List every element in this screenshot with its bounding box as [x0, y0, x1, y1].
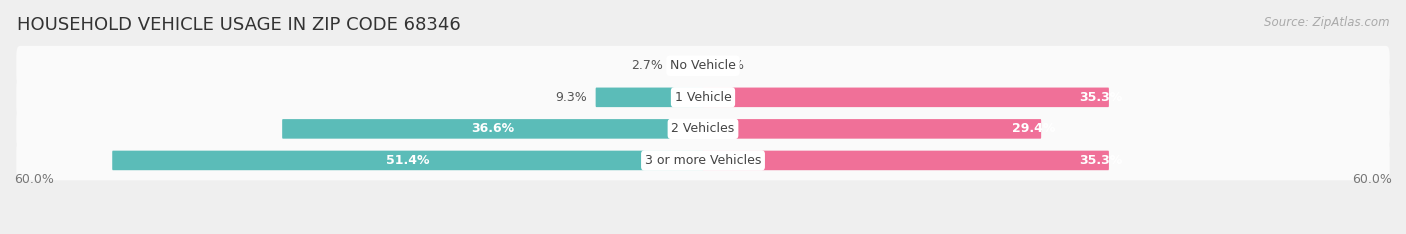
Text: No Vehicle: No Vehicle	[671, 59, 735, 72]
FancyBboxPatch shape	[703, 88, 1109, 107]
Text: 3 or more Vehicles: 3 or more Vehicles	[645, 154, 761, 167]
Text: 60.0%: 60.0%	[14, 173, 53, 186]
FancyBboxPatch shape	[17, 141, 1389, 180]
FancyBboxPatch shape	[112, 151, 703, 170]
Text: 60.0%: 60.0%	[1353, 173, 1392, 186]
FancyBboxPatch shape	[596, 88, 703, 107]
Text: 51.4%: 51.4%	[387, 154, 430, 167]
Text: 35.3%: 35.3%	[1080, 91, 1123, 104]
FancyBboxPatch shape	[703, 151, 1109, 170]
Text: 2.7%: 2.7%	[631, 59, 662, 72]
FancyBboxPatch shape	[672, 56, 703, 76]
FancyBboxPatch shape	[283, 119, 703, 139]
Text: 2 Vehicles: 2 Vehicles	[672, 122, 734, 135]
Text: 0.0%: 0.0%	[713, 59, 744, 72]
FancyBboxPatch shape	[17, 109, 1389, 149]
Text: 35.3%: 35.3%	[1080, 154, 1123, 167]
Text: 9.3%: 9.3%	[555, 91, 588, 104]
Text: 36.6%: 36.6%	[471, 122, 515, 135]
Text: 1 Vehicle: 1 Vehicle	[675, 91, 731, 104]
FancyBboxPatch shape	[17, 77, 1389, 117]
Text: HOUSEHOLD VEHICLE USAGE IN ZIP CODE 68346: HOUSEHOLD VEHICLE USAGE IN ZIP CODE 6834…	[17, 16, 461, 34]
FancyBboxPatch shape	[17, 46, 1389, 86]
FancyBboxPatch shape	[703, 119, 1042, 139]
Text: Source: ZipAtlas.com: Source: ZipAtlas.com	[1264, 16, 1389, 29]
Text: 29.4%: 29.4%	[1012, 122, 1056, 135]
